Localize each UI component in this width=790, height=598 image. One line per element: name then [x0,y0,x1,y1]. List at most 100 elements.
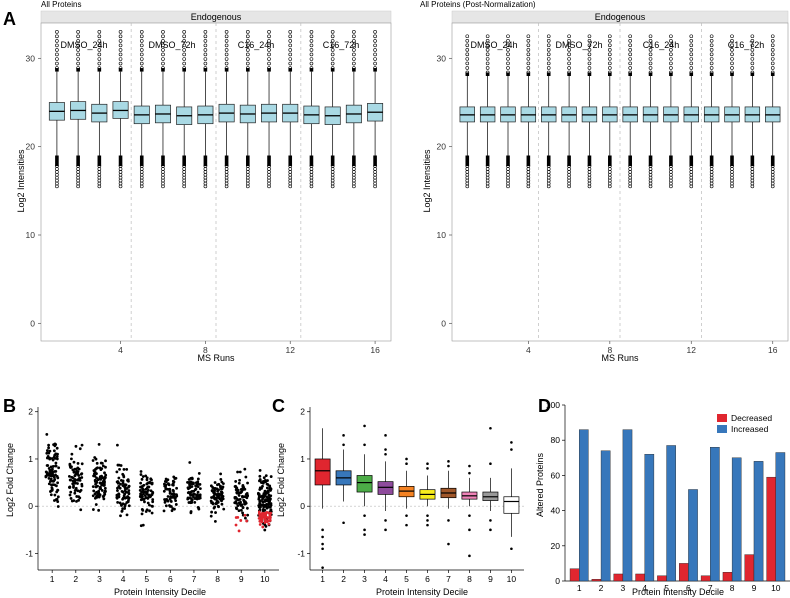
outlier-point [55,184,59,189]
y-tick-label: 0 [441,318,446,328]
data-point [164,480,168,484]
data-point [146,501,150,505]
bar-decreased [744,554,755,582]
outlier-point [669,52,673,57]
outlier-point [246,184,250,189]
panel-b: -1 0 1 2 1 2 3 4 5 6 7 8 9 10 Log2 Fold Change Protei… [5,407,279,597]
bar-increased [775,452,786,582]
y-tick-label: 2 [300,407,305,417]
outlier-point [546,43,551,48]
data-point [145,482,149,486]
outlier-point [730,38,734,43]
outlier-point [203,57,208,61]
data-point [148,481,152,485]
outlier-point [485,184,490,189]
outlier-point [288,34,293,39]
x-tick-label: 5 [404,574,409,584]
data-point [214,511,217,514]
data-point [243,467,247,471]
data-point [211,501,214,505]
outlier-point [76,30,80,34]
outlier-point [224,52,229,57]
data-point [104,473,108,477]
group-label: C16_24h [238,40,275,50]
outlier-point [489,462,492,465]
data-point-decreased [265,515,269,519]
data-point [76,461,80,465]
outlier-point [567,38,571,43]
outlier-point [267,52,271,57]
outlier-point [97,30,102,34]
outlier-point [465,57,470,61]
outlier-point [288,48,293,52]
data-point [47,467,51,470]
data-point [127,484,131,488]
data-point [197,497,201,500]
data-point [265,499,268,503]
outlier-point [526,34,531,39]
outlier-point [426,514,429,517]
bar-increased [688,489,698,582]
data-point [163,484,167,488]
data-point [196,490,200,494]
outlier-point [510,448,513,451]
data-point [98,466,102,470]
outlier-point [203,52,208,57]
outlier-point [321,535,324,539]
data-point [55,455,59,458]
outlier-point [182,66,186,70]
outlier-point [506,52,510,57]
outlier-point [669,34,673,39]
outlier-point [384,434,387,437]
outlier-point [203,48,208,52]
outlier-point [342,434,345,437]
data-point [236,504,240,508]
outlier-point [709,52,714,57]
outlier-point [384,528,387,532]
outlier-point [730,57,734,61]
outlier-band [373,155,377,167]
outlier-point [506,184,510,189]
data-point [93,470,97,474]
outlier-point [447,542,450,546]
outlier-band [161,155,165,167]
y-tick-label: 0 [555,576,560,586]
outlier-point [669,61,673,66]
outlier-point [330,48,335,52]
data-point [258,474,262,478]
data-point [56,488,60,492]
outlier-point [546,34,551,39]
outlier-point [730,52,734,57]
outlier-point [352,43,356,48]
outlier-point [267,66,271,70]
outlier-band [97,155,102,167]
outlier-point [750,184,755,189]
outlier-point [76,43,80,48]
outlier-point [689,48,694,52]
panel-b-ylabel: Log2 Fold Change [5,443,15,517]
outlier-point [608,48,612,52]
data-point [219,490,223,494]
outlier-point [485,52,490,57]
outlier-point [373,34,377,39]
panel-a-left-strip-label: Endogenous [191,12,242,22]
outlier-band [526,155,531,167]
data-point [150,478,153,482]
outlier-point [363,514,366,517]
x-tick-label: 16 [768,345,778,355]
outlier-point [689,57,694,61]
outlier-point [628,38,632,43]
outlier-band [288,155,293,167]
outlier-band [546,155,551,167]
data-point [117,476,121,480]
outlier-band [267,155,271,167]
panel-a-right-strip-label: Endogenous [595,12,646,22]
data-point [74,486,78,490]
data-point [80,443,84,447]
outlier-point [546,66,551,70]
data-point [196,485,200,488]
bar-decreased [569,568,580,582]
outlier-point [76,66,80,70]
outlier-point [321,566,324,569]
outlier-point [485,34,490,39]
